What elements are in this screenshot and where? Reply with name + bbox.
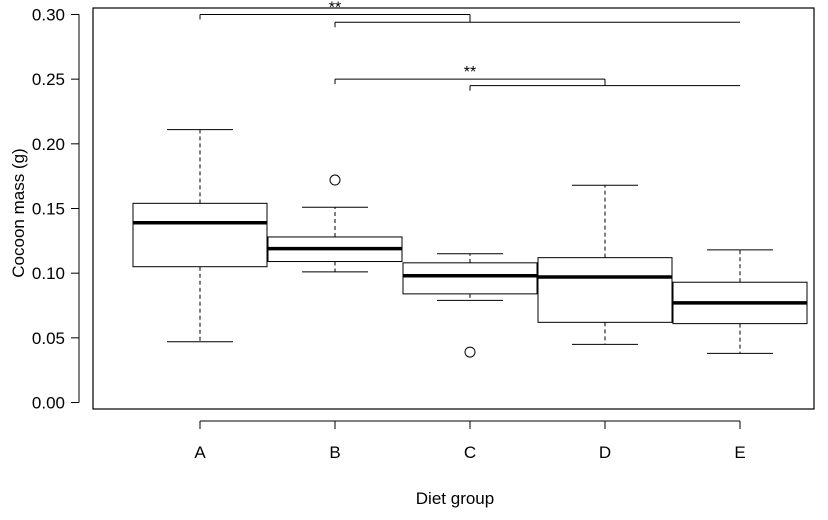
outlier-point xyxy=(464,346,476,358)
x-tick-label: B xyxy=(329,443,340,462)
significance-label: ** xyxy=(464,64,476,81)
box-group-d xyxy=(537,184,673,345)
y-tick-label: 0.15 xyxy=(32,200,65,219)
iqr-box xyxy=(537,257,673,323)
outlier-point xyxy=(329,174,341,186)
box-group-b xyxy=(267,174,403,273)
y-tick-label: 0.25 xyxy=(32,70,65,89)
iqr-box xyxy=(132,202,268,268)
y-tick-label: 0.10 xyxy=(32,264,65,283)
x-tick-label: D xyxy=(599,443,611,462)
y-axis-title: Cocoon mass (g) xyxy=(9,148,28,277)
x-tick-label: C xyxy=(464,443,476,462)
x-tick-label: A xyxy=(194,443,206,462)
y-tick-label: 0.05 xyxy=(32,329,65,348)
x-axis: A B C D E xyxy=(194,420,746,462)
box-group-a xyxy=(132,129,268,343)
y-axis: 0.00 0.05 0.10 0.15 0.20 0.25 0.30 xyxy=(32,5,80,413)
plot-frame xyxy=(92,7,815,410)
boxes-group xyxy=(132,129,808,358)
x-tick-label: E xyxy=(734,443,745,462)
y-tick-label: 0.20 xyxy=(32,135,65,154)
x-axis-title: Diet group xyxy=(416,489,494,508)
y-tick-label: 0.30 xyxy=(32,5,65,24)
significance-label: ** xyxy=(329,0,341,16)
iqr-box xyxy=(402,262,538,295)
y-tick-label: 0.00 xyxy=(32,394,65,413)
significance-bracket-2: ** xyxy=(334,64,740,91)
box-group-c xyxy=(402,253,538,358)
significance-brackets: ** ** xyxy=(199,0,740,91)
significance-bracket-1: ** xyxy=(199,0,740,28)
box-group-e xyxy=(672,249,808,354)
